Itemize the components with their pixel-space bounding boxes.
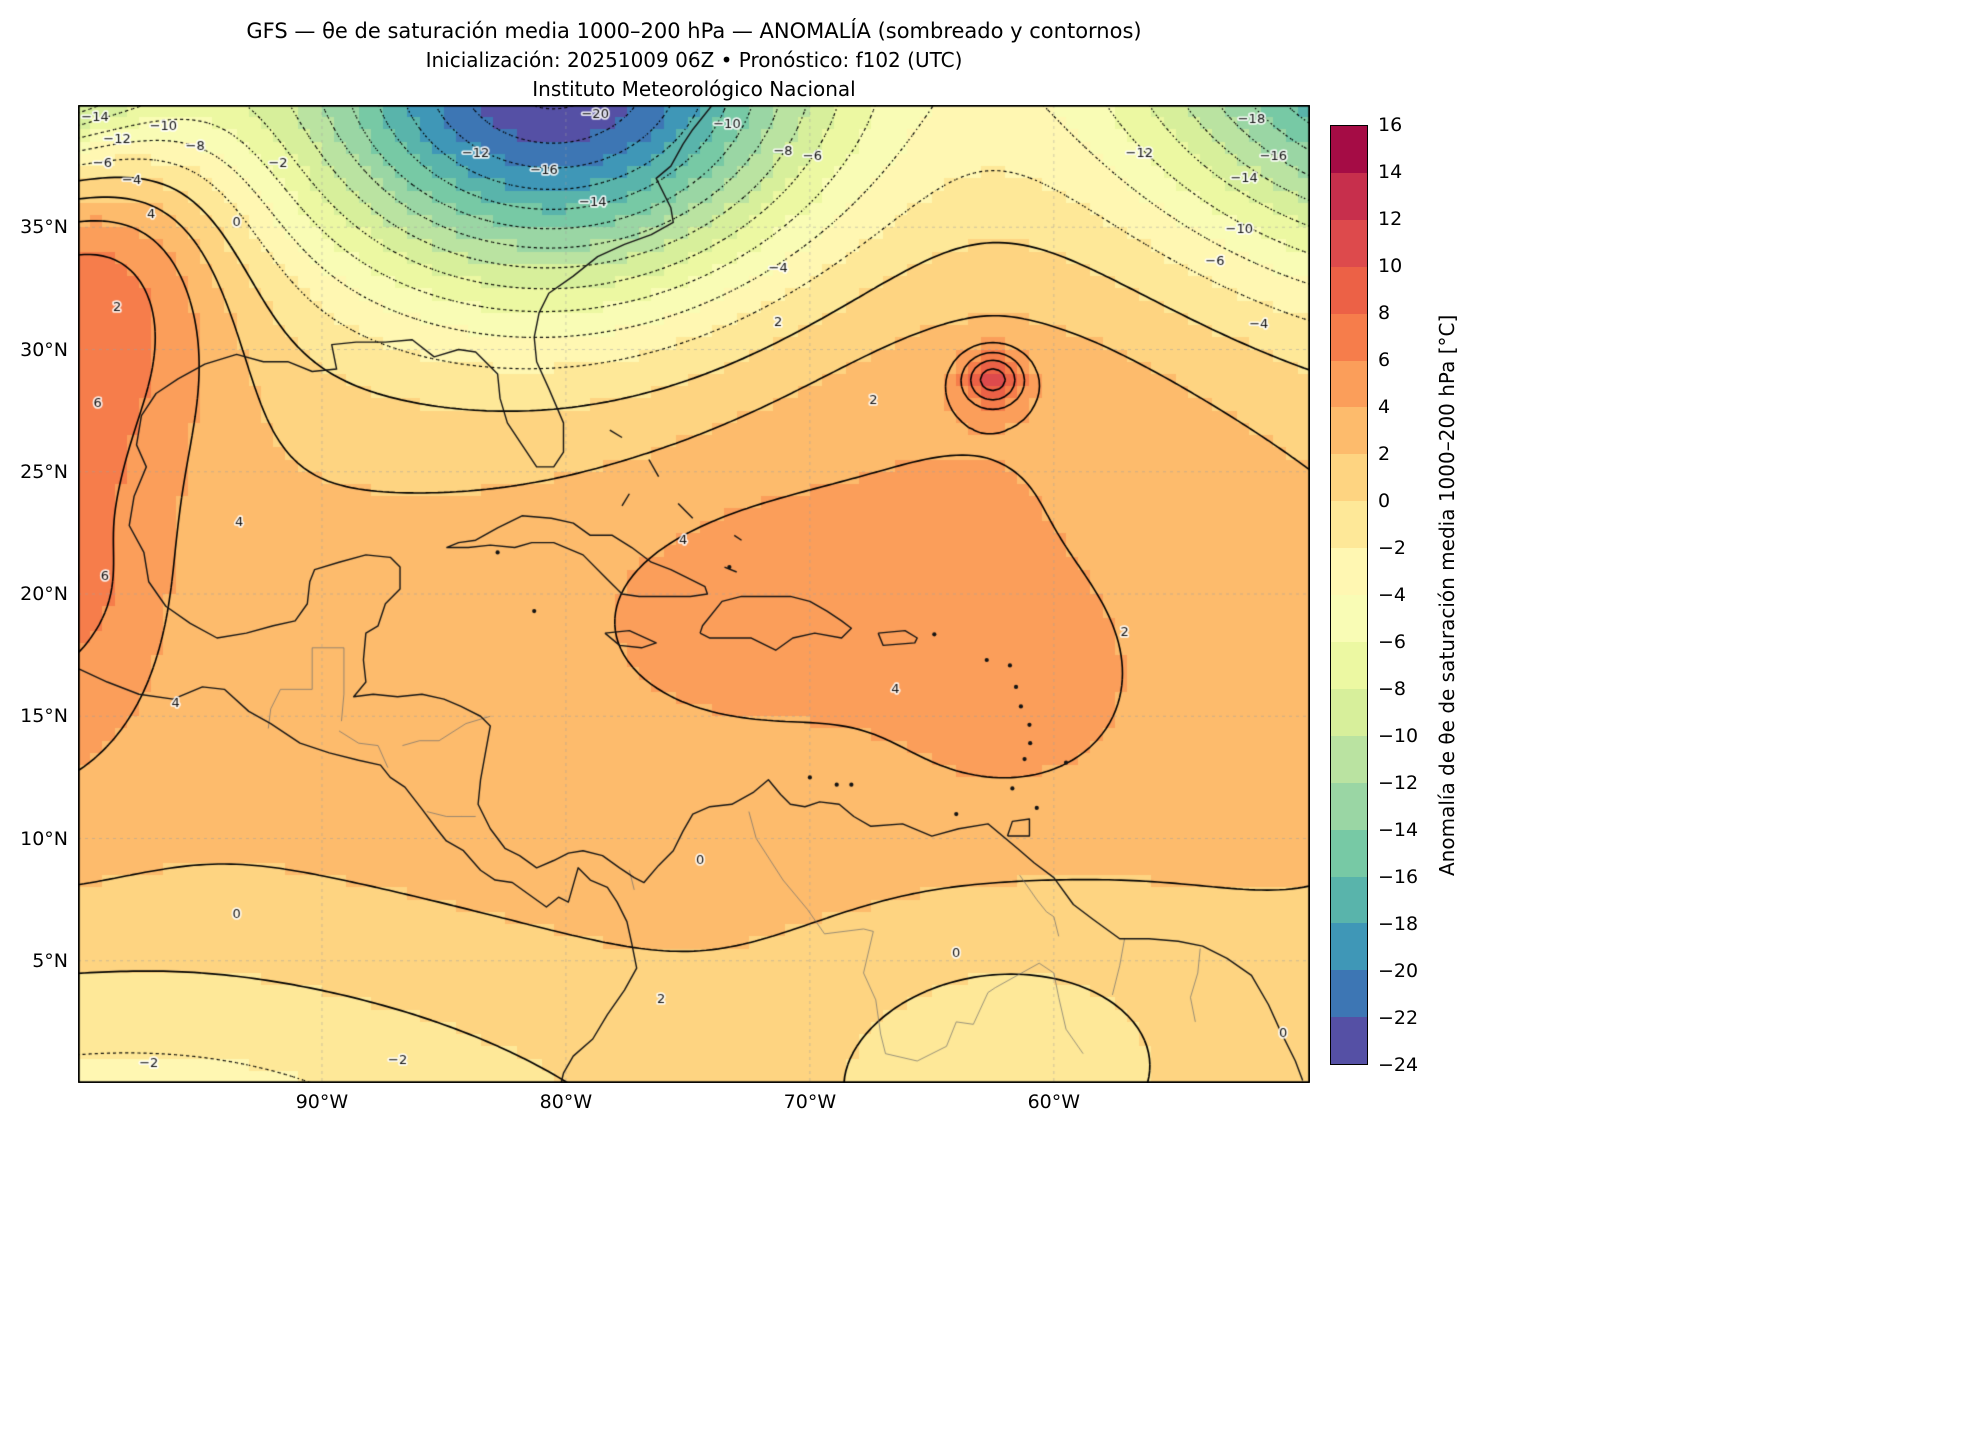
colorbar-tick-label: −16 bbox=[1378, 866, 1419, 888]
lat-tick-label: 30°N bbox=[20, 338, 68, 361]
lat-tick-label: 35°N bbox=[20, 216, 68, 239]
colorbar-band bbox=[1331, 313, 1367, 361]
colorbar-tick-label: −10 bbox=[1378, 725, 1419, 747]
colorbar-tick-label: 4 bbox=[1378, 396, 1391, 418]
colorbar-tick-label: −2 bbox=[1378, 537, 1407, 559]
colorbar-tick-label: 16 bbox=[1378, 114, 1403, 136]
colorbar-swatches bbox=[1331, 126, 1367, 1065]
colorbar-band bbox=[1331, 735, 1367, 783]
colorbar-band bbox=[1331, 501, 1367, 549]
colorbar-tick-label: 6 bbox=[1378, 349, 1391, 371]
colorbar-tick-label: −14 bbox=[1378, 819, 1419, 841]
colorbar-tick-label: −24 bbox=[1378, 1054, 1419, 1076]
colorbar-band bbox=[1331, 970, 1367, 1018]
colorbar-tick-label: −6 bbox=[1378, 631, 1407, 653]
colorbar-tick-label: 8 bbox=[1378, 302, 1391, 324]
lat-tick-label: 20°N bbox=[20, 583, 68, 605]
colorbar-tick-label: −18 bbox=[1378, 913, 1419, 935]
lon-tick-label: 70°W bbox=[783, 1091, 837, 1113]
colorbar-band bbox=[1331, 407, 1367, 455]
colorbar-tick-label: 14 bbox=[1378, 161, 1403, 183]
colorbar-tick-label: −20 bbox=[1378, 960, 1419, 982]
colorbar-band bbox=[1331, 548, 1367, 596]
colorbar-tick-label: −22 bbox=[1378, 1007, 1419, 1029]
colorbar-tick-label: 12 bbox=[1378, 208, 1403, 230]
colorbar-band bbox=[1331, 1017, 1367, 1065]
colorbar-band bbox=[1331, 876, 1367, 924]
title-block: GFS — θe de saturación media 1000–200 hP… bbox=[78, 16, 1310, 104]
colorbar-band bbox=[1331, 266, 1367, 314]
colorbar-band bbox=[1331, 595, 1367, 642]
lon-tick-label: 90°W bbox=[295, 1091, 349, 1113]
colorbar-tick-label: 10 bbox=[1378, 255, 1403, 277]
lon-tick-label: 80°W bbox=[539, 1091, 593, 1113]
colorbar-band bbox=[1331, 688, 1367, 736]
lat-tick-label: 5°N bbox=[32, 949, 68, 972]
colorbar-band bbox=[1331, 219, 1367, 267]
colorbar-band bbox=[1331, 641, 1367, 689]
map-plot bbox=[78, 105, 1310, 1083]
colorbar-band bbox=[1331, 454, 1367, 502]
colorbar-tick-label: −8 bbox=[1378, 678, 1407, 700]
colorbar-tick-label: 2 bbox=[1378, 443, 1391, 465]
lat-tick-label: 10°N bbox=[20, 827, 68, 850]
colorbar bbox=[1330, 125, 1368, 1065]
colorbar-label: Anomalía de θe de saturación media 1000–… bbox=[1435, 314, 1459, 876]
chart-source: Instituto Meteorológico Nacional bbox=[532, 77, 856, 101]
colorbar-band bbox=[1331, 923, 1367, 971]
lat-tick-label: 25°N bbox=[20, 460, 68, 483]
colorbar-band bbox=[1331, 829, 1367, 877]
chart-subtitle: Inicialización: 20251009 06Z • Pronóstic… bbox=[425, 48, 963, 72]
colorbar-band bbox=[1331, 126, 1367, 173]
chart-title: GFS — θe de saturación media 1000–200 hP… bbox=[246, 19, 1142, 43]
colorbar-tick-label: −12 bbox=[1378, 772, 1419, 794]
colorbar-tick-label: −4 bbox=[1378, 584, 1407, 606]
colorbar-band bbox=[1331, 360, 1367, 408]
lat-tick-label: 15°N bbox=[20, 705, 68, 728]
lon-tick-label: 60°W bbox=[1027, 1091, 1081, 1113]
map-canvas bbox=[78, 105, 1310, 1083]
colorbar-tick-label: 0 bbox=[1378, 490, 1391, 512]
colorbar-band bbox=[1331, 782, 1367, 830]
colorbar-band bbox=[1331, 172, 1367, 220]
